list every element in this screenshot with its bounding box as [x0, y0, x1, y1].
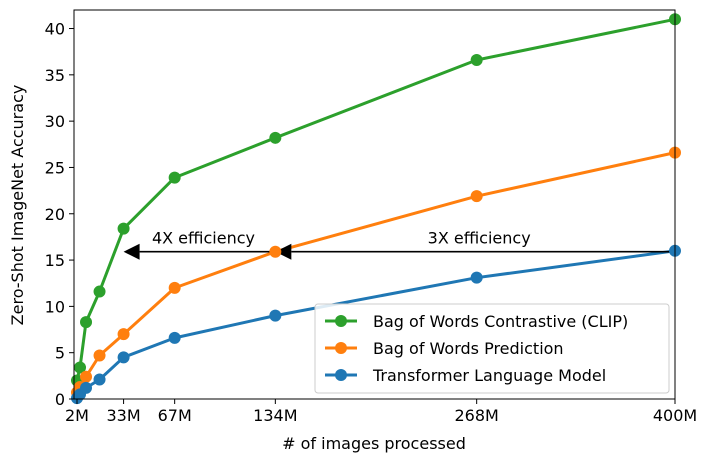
series-1-point	[117, 328, 130, 341]
legend-swatch-marker	[335, 315, 347, 327]
series-1-point	[93, 349, 106, 362]
y-tick-label: 25	[45, 158, 65, 177]
annotation-label: 3X efficiency	[428, 229, 531, 248]
y-tick-label: 0	[55, 390, 65, 409]
annotation-arrow-head	[275, 243, 292, 260]
y-tick-label: 15	[45, 251, 65, 270]
series-0-point	[93, 285, 106, 298]
series-2-point	[269, 309, 282, 322]
series-1-point	[80, 370, 93, 383]
series-1-point	[470, 190, 483, 203]
legend-label: Bag of Words Prediction	[373, 339, 564, 358]
x-tick-label: 67M	[158, 406, 192, 425]
legend-box	[314, 303, 670, 394]
x-tick-label: 2M	[65, 406, 89, 425]
series-2-point	[470, 271, 483, 284]
x-tick-label: 134M	[253, 406, 297, 425]
y-tick-label: 5	[55, 344, 65, 363]
series-1-point	[269, 245, 282, 258]
legend-label: Bag of Words Contrastive (CLIP)	[373, 312, 628, 331]
x-tick-label: 33M	[106, 406, 140, 425]
y-axis-label: Zero-Shot ImageNet Accuracy	[8, 85, 27, 326]
series-2-point	[93, 373, 106, 386]
series-2-point	[80, 381, 93, 394]
y-tick-label: 10	[45, 297, 65, 316]
series-0-point	[269, 131, 282, 144]
series-0-point	[168, 171, 181, 184]
x-tick-label: 268M	[454, 406, 498, 425]
series-0-point	[74, 361, 87, 374]
series-1-point	[168, 281, 181, 294]
legend-swatch-marker	[335, 342, 347, 354]
legend-swatch-marker	[335, 369, 347, 381]
series-0-point	[470, 54, 483, 67]
y-tick-label: 30	[45, 112, 65, 131]
series-0-point	[80, 316, 93, 329]
series-2-point	[168, 331, 181, 344]
y-tick-label: 20	[45, 205, 65, 224]
plot-frame	[73, 9, 676, 400]
x-tick-label: 400M	[653, 406, 697, 425]
x-axis-label: # of images processed	[282, 434, 466, 453]
y-tick-label: 35	[45, 66, 65, 85]
annotation-arrow-head	[123, 243, 140, 260]
y-tick-label: 40	[45, 20, 65, 39]
series-0-point	[117, 222, 130, 235]
annotation-label: 4X efficiency	[152, 229, 255, 248]
legend-label: Transformer Language Model	[372, 366, 606, 385]
series-2-point	[117, 351, 130, 364]
